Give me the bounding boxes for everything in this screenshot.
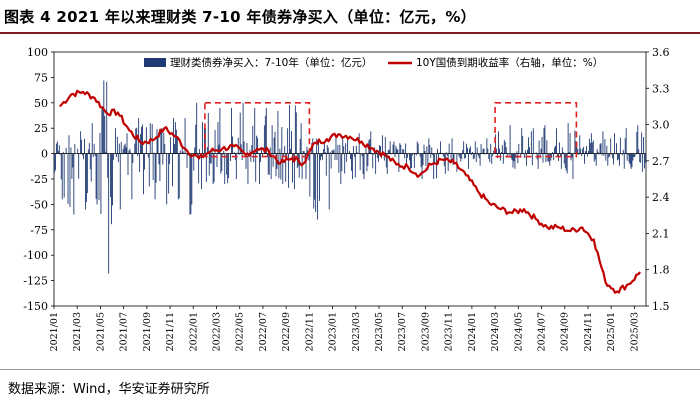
x-axis-tick-label: 2021/01 <box>49 312 60 351</box>
right-axis-tick-label: 2.1 <box>652 227 670 240</box>
x-axis-tick-label: 2023/03 <box>351 312 362 351</box>
x-axis-tick-label: 2022/07 <box>258 312 269 351</box>
x-axis-tick-label: 2021/05 <box>95 312 106 351</box>
x-axis-tick-label: 2023/05 <box>374 312 385 351</box>
left-axis-tick-label: 0 <box>41 148 48 161</box>
x-axis-tick-label: 2024/03 <box>490 312 501 351</box>
x-axis-tick-label: 2022/03 <box>212 312 223 351</box>
left-axis-tick-label: 75 <box>34 71 48 84</box>
legend-bar-swatch <box>144 58 166 67</box>
left-axis-tick-label: -50 <box>30 198 48 211</box>
left-axis-tick-label: 25 <box>34 122 48 135</box>
net-purchase-bars <box>54 80 646 274</box>
right-axis-tick-label: 3.6 <box>652 46 670 59</box>
right-axis-tick-label: 1.5 <box>652 300 670 313</box>
x-axis-tick-label: 2024/11 <box>583 312 594 351</box>
right-axis-tick-label: 2.4 <box>652 191 670 204</box>
legend: 理财类债券净买入：7-10年（单位：亿元） 10Y国债到期收益率（右轴，单位：%） <box>144 56 603 69</box>
left-axis-tick-label: -125 <box>23 275 48 288</box>
left-axis-tick-label: -25 <box>30 173 48 186</box>
x-axis-tick-label: 2021/03 <box>72 312 83 351</box>
footer-rule <box>0 369 700 370</box>
x-axis-tick-label: 2025/01 <box>606 312 617 351</box>
highlight-box <box>204 102 311 158</box>
legend-line-label: 10Y国债到期收益率（右轴，单位：%） <box>416 56 603 69</box>
left-axis-tick-label: -75 <box>30 224 48 237</box>
right-axis-tick-label: 1.8 <box>652 264 670 277</box>
x-axis-tick-label: 2024/01 <box>467 312 478 351</box>
chart-canvas: 100 75 50 25 0 -25 -50 -75 -100 -125 -150 3.6 3.3 3.0… <box>23 46 670 351</box>
x-axis-tick-label: 2024/05 <box>513 312 524 351</box>
legend-bar-label: 理财类债券净买入：7-10年（单位：亿元） <box>170 56 372 69</box>
x-axis-tick-label: 2023/07 <box>397 312 408 351</box>
highlight-box <box>494 102 578 158</box>
left-axis-tick-label: 100 <box>27 46 48 59</box>
left-axis-tick-label: -100 <box>23 249 48 262</box>
plot-frame <box>53 51 647 307</box>
x-axis-tick-label: 2021/09 <box>142 312 153 351</box>
x-axis-tick-label: 2022/01 <box>188 312 199 351</box>
x-axis-tick-label: 2021/07 <box>119 312 130 351</box>
right-axis-tick-label: 3.3 <box>652 82 670 95</box>
x-axis-tick-label: 2021/11 <box>165 312 176 351</box>
x-axis-tick-label: 2025/03 <box>629 312 640 351</box>
yield-line <box>59 89 642 294</box>
left-axis-tick-label: 50 <box>34 97 48 110</box>
right-axis-tick-label: 2.7 <box>652 155 670 168</box>
x-axis-tick-label: 2023/01 <box>328 312 339 351</box>
x-axis-tick-label: 2024/07 <box>537 312 548 351</box>
x-axis-tick-label: 2024/09 <box>560 312 571 351</box>
title-rule <box>0 32 700 34</box>
chart-title: 图表 4 2021 年以来理财类 7-10 年债券净买入（单位：亿元，%） <box>4 8 476 26</box>
x-axis-tick-label: 2023/09 <box>421 312 432 351</box>
x-axis-tick-label: 2022/09 <box>281 312 292 351</box>
source-note: 数据来源：Wind，华安证券研究所 <box>8 382 210 397</box>
x-axis-tick-label: 2023/11 <box>444 312 455 351</box>
x-axis-tick-label: 2022/11 <box>304 312 315 351</box>
right-axis-tick-label: 3.0 <box>652 119 670 132</box>
x-axis-tick-label: 2022/05 <box>235 312 246 351</box>
left-axis-tick-label: -150 <box>23 300 48 313</box>
